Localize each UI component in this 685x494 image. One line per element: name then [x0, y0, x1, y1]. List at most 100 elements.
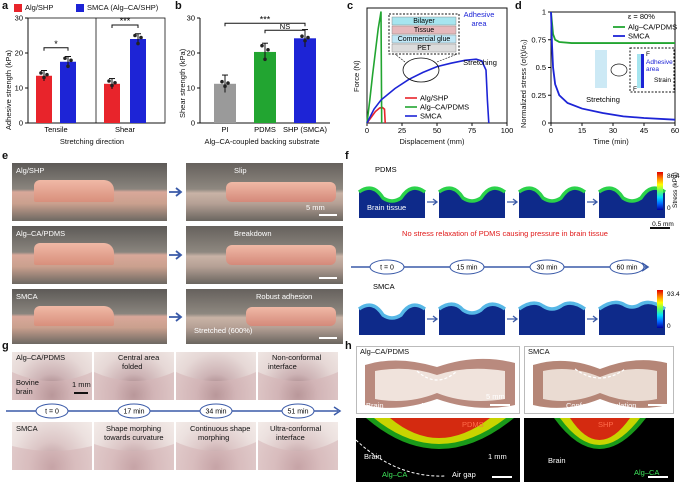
- panel-g-bottom-label: Shape morphing: [106, 424, 162, 433]
- chart-b-xtick-label: PDMS: [254, 125, 276, 134]
- panel-g-tissue-label: Bovine: [16, 378, 39, 387]
- panel-g-brain-surface: [12, 446, 92, 470]
- chart-d-xtick-label: 60: [671, 126, 679, 135]
- legend-smca: SMCA (Alg–CA/SHP): [87, 3, 159, 12]
- panel-e-photo-right: Slip 5 mm: [186, 163, 343, 221]
- panel-g-time-marker: [199, 403, 233, 419]
- panel-h-micro-left: [356, 418, 520, 482]
- panel-h-algca-label: Alg–CA: [634, 468, 660, 477]
- panel-f-film: [517, 186, 587, 203]
- chart-c-line: [366, 106, 386, 124]
- chart-d-inset-circle: [610, 63, 628, 77]
- chart-d-xlabel: Time (min): [593, 137, 629, 146]
- chart-b-point: [263, 57, 267, 62]
- chart-c-xtick-label: 75: [468, 126, 476, 135]
- panel-g-surface: [176, 372, 256, 400]
- panel-label-g: g: [2, 340, 9, 352]
- panel-f-cbar-max: 93.4: [667, 291, 680, 298]
- arrow-right-icon: [169, 187, 183, 197]
- panel-e-photo-left: Alg–CA/PDMS: [12, 226, 167, 284]
- panel-e-arrow: [169, 311, 183, 322]
- chart-c-legend-label: SMCA: [420, 112, 442, 121]
- panel-f-tissue: [439, 188, 505, 218]
- panel-label-f: f: [345, 150, 349, 162]
- chart-d-ytick-label: 1: [542, 8, 546, 17]
- panel-g-timeline: t = 0 17 min 34 min 51 min: [6, 403, 342, 419]
- panel-g-brain-surface: [176, 442, 256, 470]
- panel-f-colorbar: [657, 290, 663, 328]
- chart-b-sig-bracket: [264, 29, 306, 34]
- panel-f-film: [357, 303, 427, 320]
- panel-f-top-caption: No stress relaxation of PDMS causing pre…: [402, 229, 608, 238]
- chart-a-bar: [130, 39, 146, 123]
- panel-h-scale-bar: [648, 404, 668, 406]
- chart-d-ytick-label: 0: [542, 119, 546, 128]
- panel-h-micrograph: [356, 418, 514, 477]
- chart-c-inset-layer: [391, 34, 457, 44]
- panel-f-time-label: 15 min: [456, 265, 477, 272]
- chart-d-inset-f-label: F: [646, 51, 650, 58]
- chart-a-bar: [60, 61, 76, 123]
- panel-g-top-label: interface: [268, 362, 297, 371]
- panel-h-pdms-layer: [390, 418, 490, 438]
- panel-g-time-label: 51 min: [287, 409, 308, 416]
- chart-c-inset-circle: [402, 57, 440, 83]
- chart-a-sig-label: *: [54, 39, 58, 49]
- panel-h-gap-label: Air gap: [420, 401, 444, 410]
- chart-b-point: [223, 84, 227, 89]
- chart-b-ytick-label: 20: [187, 49, 195, 58]
- arrow-right-icon: [333, 406, 342, 416]
- panel-g-surface: [12, 446, 92, 470]
- panel-e-tissue-sample: [34, 180, 114, 203]
- chart-a-point: [133, 33, 137, 38]
- arrow-right-icon: [641, 262, 650, 272]
- chart-b: 0 10 20 30 PI PDMS SHP (SMCA) *** NS: [187, 14, 330, 134]
- panel-g-bottom-label: morphing: [198, 433, 230, 442]
- panel-f-film: [437, 186, 507, 203]
- panel-e-photo-right: Breakdown: [186, 226, 343, 284]
- chart-c-xtick-label: 100: [501, 126, 514, 135]
- chart-a-sig-bracket: [111, 24, 139, 28]
- panel-g-photo-bottom: [176, 422, 256, 470]
- panel-f-film: [597, 300, 667, 311]
- panel-f-material-label: PDMS: [375, 165, 397, 174]
- panel-h-brain-label: Brain: [364, 452, 382, 461]
- chart-b-point: [300, 34, 304, 38]
- chart-b-xtick-label: PI: [221, 125, 228, 134]
- panel-e-tissue-sample: [226, 181, 336, 203]
- panel-h-scale-bar: [490, 404, 510, 406]
- panel-e-scale-label: 5 mm: [306, 203, 325, 212]
- panel-h-brain-outline: [356, 439, 447, 477]
- panel-f-material-label: SMCA: [373, 282, 395, 291]
- panel-h-scale-label: 5 mm: [486, 392, 505, 401]
- chart-c-inset-layer-label: Bilayer: [413, 18, 435, 25]
- panel-f-tissue: [439, 304, 505, 335]
- chart-c-adhesive-area-label: Adhesive: [464, 10, 495, 19]
- panel-f-film: [517, 301, 587, 311]
- panel-f-cbar-max: 86.4: [667, 173, 680, 180]
- chart-a-point: [107, 79, 111, 83]
- panel-h-brain-white: [375, 368, 505, 401]
- panel-e-scale-bar: [319, 277, 337, 279]
- chart-d-inset-adhesive-label: Adhesive: [646, 59, 673, 66]
- arrow-right-icon: [587, 198, 599, 206]
- chart-d-inset-strain-label: Strain: [654, 77, 671, 84]
- chart-a-point: [45, 72, 49, 77]
- panel-e-tissue-sample: [34, 305, 114, 327]
- chart-a-xlabel: Stretching direction: [59, 137, 125, 146]
- chart-a-ytick-label: 0: [19, 119, 23, 128]
- chart-d-xtick-label: 0: [549, 126, 553, 135]
- chart-c-inset-layer-label: Commercial glue: [398, 36, 451, 43]
- panel-label-a: a: [2, 0, 9, 12]
- chart-d-stretching-label: Stretching: [586, 95, 620, 104]
- chart-a-ytick-label: 20: [15, 49, 23, 58]
- chart-a-point: [66, 64, 70, 69]
- panel-h-micrograph: [554, 418, 646, 449]
- panel-h-photo-right: [524, 346, 674, 414]
- panel-f-tissue-label: Brain tissue: [367, 203, 406, 212]
- chart-d-xtick-label: 45: [640, 126, 648, 135]
- arrow-right-icon: [587, 315, 599, 323]
- panel-h-brain-white: [543, 369, 657, 401]
- panel-e-tissue-sample: [34, 243, 114, 266]
- chart-b-ytick-label: 10: [187, 84, 195, 93]
